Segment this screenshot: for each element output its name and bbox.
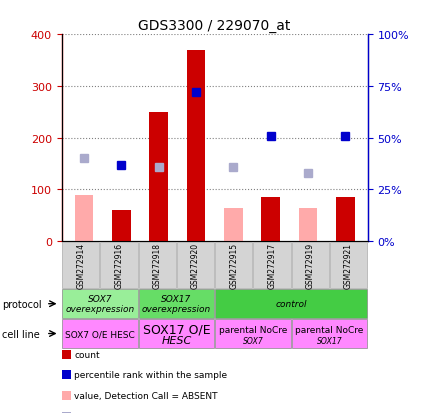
Text: parental NoCre: parental NoCre — [295, 325, 363, 334]
Text: value, Detection Call = ABSENT: value, Detection Call = ABSENT — [74, 391, 218, 400]
Text: count: count — [74, 350, 100, 359]
Text: SOX7: SOX7 — [243, 336, 263, 345]
Bar — [112, 211, 130, 242]
Text: GSM272919: GSM272919 — [306, 242, 315, 288]
Text: GSM272917: GSM272917 — [267, 242, 277, 288]
Bar — [299, 208, 317, 242]
Bar — [224, 208, 243, 242]
Text: cell line: cell line — [2, 329, 40, 339]
Text: SOX17
overexpression: SOX17 overexpression — [142, 294, 211, 313]
Text: GSM272920: GSM272920 — [191, 242, 200, 288]
Text: GSM272918: GSM272918 — [153, 242, 162, 288]
Text: SOX17: SOX17 — [317, 336, 342, 345]
Bar — [187, 50, 205, 242]
Text: GSM272914: GSM272914 — [76, 242, 85, 288]
Text: protocol: protocol — [2, 299, 42, 309]
Title: GDS3300 / 229070_at: GDS3300 / 229070_at — [139, 19, 291, 33]
Text: percentile rank within the sample: percentile rank within the sample — [74, 370, 227, 380]
Text: SOX7 O/E HESC: SOX7 O/E HESC — [65, 329, 135, 338]
Text: SOX7
overexpression: SOX7 overexpression — [65, 294, 134, 313]
Bar — [75, 195, 94, 242]
Text: GSM272921: GSM272921 — [344, 242, 353, 288]
Bar — [149, 113, 168, 242]
Text: rank, Detection Call = ABSENT: rank, Detection Call = ABSENT — [74, 412, 213, 413]
Text: GSM272916: GSM272916 — [114, 242, 124, 288]
Bar — [336, 198, 354, 242]
Text: parental NoCre: parental NoCre — [219, 325, 287, 334]
Text: SOX17 O/E: SOX17 O/E — [142, 323, 210, 336]
Text: control: control — [275, 299, 307, 309]
Bar — [261, 198, 280, 242]
Text: GSM272915: GSM272915 — [229, 242, 238, 288]
Text: HESC: HESC — [161, 335, 192, 345]
